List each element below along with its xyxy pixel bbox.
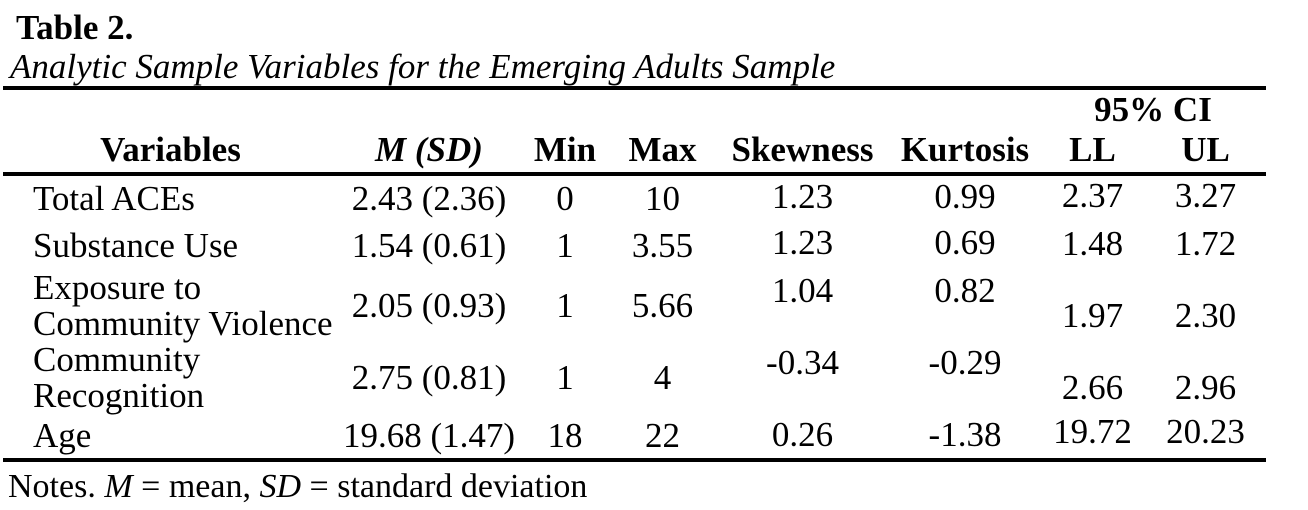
cell-ul: 1.72 bbox=[1174, 224, 1237, 263]
table-title: Analytic Sample Variables for the Emergi… bbox=[10, 47, 836, 86]
cell-max: 4 bbox=[653, 358, 672, 397]
cell-kurtosis: 0.99 bbox=[934, 177, 996, 216]
cell-skewness: 1.23 bbox=[771, 223, 834, 262]
cell-ul: 20.23 bbox=[1145, 414, 1266, 462]
cell-ll: 2.37 bbox=[1061, 176, 1124, 215]
stats-table: 95% CI Variables M (SD) Min Max Skewness… bbox=[3, 86, 1266, 462]
cell-m-sd: 2.75 (0.81) bbox=[351, 358, 507, 397]
notes-sd-definition: = standard deviation bbox=[301, 468, 588, 505]
col-header-variables: Variables bbox=[3, 130, 338, 176]
cell-variable: Age bbox=[3, 414, 338, 462]
cell-kurtosis: -0.29 bbox=[928, 343, 1002, 382]
cell-ll: 1.97 bbox=[1061, 296, 1124, 335]
table-row: Exposure to Community Violence 2.05 (0.9… bbox=[3, 270, 1266, 342]
col-header-skewness: Skewness bbox=[715, 130, 890, 176]
cell-variable: Exposure to Community Violence bbox=[33, 268, 333, 343]
cell-min: 1 bbox=[556, 358, 574, 397]
cell-max: 5.66 bbox=[631, 286, 694, 325]
col-header-kurtosis: Kurtosis bbox=[890, 130, 1040, 176]
notes-m-definition: = mean, bbox=[132, 468, 260, 505]
cell-m-sd: 2.05 (0.93) bbox=[351, 286, 507, 325]
col-header-m-sd: M (SD) bbox=[338, 130, 520, 176]
cell-ul: 2.96 bbox=[1174, 368, 1237, 407]
cell-variable: Community Recognition bbox=[33, 340, 205, 415]
cell-max: 22 bbox=[610, 414, 715, 462]
col-header-ul: UL bbox=[1145, 130, 1266, 176]
cell-kurtosis: 0.82 bbox=[934, 271, 996, 310]
cell-ll: 1.48 bbox=[1061, 224, 1124, 263]
table-row: Community Recognition 2.75 (0.81) 1 4 -0… bbox=[3, 342, 1266, 414]
cell-variable: Substance Use bbox=[33, 226, 239, 265]
cell-m-sd: 19.68 (1.47) bbox=[338, 414, 520, 462]
notes-m-symbol: M bbox=[104, 468, 133, 505]
cell-min: 0 bbox=[556, 179, 574, 218]
table-number-label: Table 2. bbox=[16, 8, 134, 47]
table-row: Total ACEs 2.43 (2.36) 0 10 1.23 0.99 2.… bbox=[3, 174, 1266, 222]
cell-skewness: 1.04 bbox=[771, 271, 834, 310]
cell-m-sd: 1.54 (0.61) bbox=[351, 226, 507, 265]
cell-kurtosis: 0.69 bbox=[934, 223, 996, 262]
table-notes: Notes. M = mean, SD = standard deviation bbox=[8, 467, 1308, 507]
notes-prefix: Notes. bbox=[8, 468, 105, 505]
cell-skewness: -0.34 bbox=[766, 343, 839, 382]
cell-max: 3.55 bbox=[631, 226, 694, 265]
col-header-ll: LL bbox=[1040, 130, 1145, 176]
table-row: Age 19.68 (1.47) 18 22 0.26 -1.38 19.72 … bbox=[3, 414, 1266, 462]
cell-max: 10 bbox=[645, 179, 680, 218]
cell-m-sd: 2.43 (2.36) bbox=[351, 179, 507, 218]
table-row: Substance Use 1.54 (0.61) 1 3.55 1.23 0.… bbox=[3, 222, 1266, 270]
cell-variable: Total ACEs bbox=[33, 179, 195, 218]
cell-ul: 3.27 bbox=[1174, 176, 1237, 215]
ci-span-header: 95% CI bbox=[1094, 90, 1212, 129]
cell-skewness: 0.26 bbox=[715, 414, 890, 462]
ci-header-row: 95% CI bbox=[3, 88, 1266, 130]
table-heading: Table 2. Analytic Sample Variables for t… bbox=[0, 0, 1308, 86]
ci-header-spacer bbox=[3, 88, 1040, 130]
cell-ll: 19.72 bbox=[1040, 414, 1145, 462]
cell-ul: 2.30 bbox=[1174, 296, 1237, 335]
column-header-row: Variables M (SD) Min Max Skewness Kurtos… bbox=[3, 130, 1266, 176]
col-header-max: Max bbox=[610, 130, 715, 176]
cell-skewness: 1.23 bbox=[771, 177, 834, 216]
cell-min: 18 bbox=[520, 414, 610, 462]
col-header-min: Min bbox=[520, 130, 610, 176]
cell-kurtosis: -1.38 bbox=[890, 414, 1040, 462]
cell-min: 1 bbox=[556, 226, 574, 265]
notes-sd-symbol: SD bbox=[259, 468, 302, 505]
cell-ll: 2.66 bbox=[1061, 368, 1124, 407]
cell-min: 1 bbox=[556, 286, 574, 325]
